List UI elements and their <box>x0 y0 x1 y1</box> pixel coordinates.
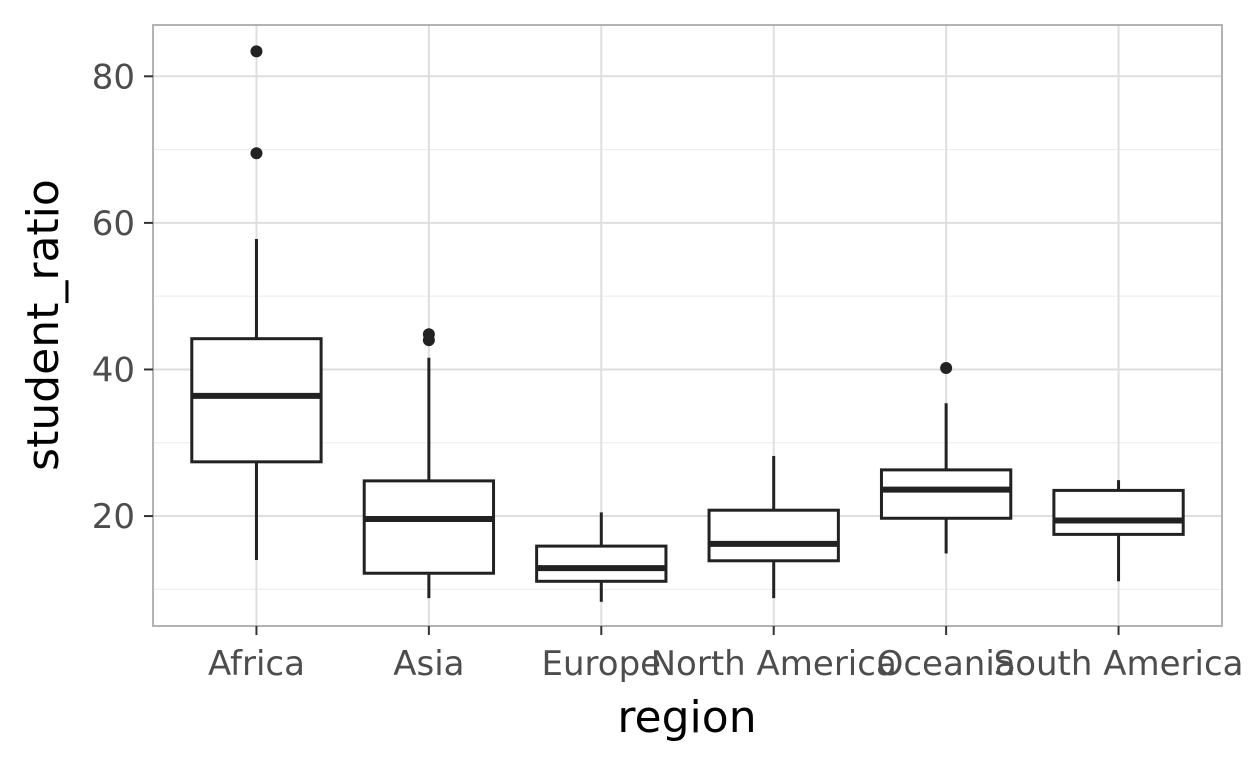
x-tick-label: Europe <box>542 644 662 684</box>
box-europe <box>535 512 668 602</box>
y-tick-label: 60 <box>92 204 135 244</box>
x-tick-label: Asia <box>393 644 464 684</box>
outlier-point <box>422 328 435 341</box>
box-iqr <box>190 337 323 464</box>
box-iqr <box>362 479 496 575</box>
y-axis-title: student_ratio <box>18 179 69 471</box>
plot-panel-border <box>152 24 1223 627</box>
y-tick-label: 20 <box>92 497 135 537</box>
box-south-america <box>1052 480 1185 582</box>
box-iqr <box>1052 488 1185 536</box>
boxes-layer <box>190 45 1185 602</box>
x-tick-label: Africa <box>208 644 305 684</box>
x-tick-label: Oceania <box>877 644 1016 684</box>
box-iqr <box>879 468 1013 520</box>
y-tick-label: 40 <box>92 350 135 390</box>
outlier-point <box>250 147 263 160</box>
box-asia <box>362 328 496 599</box>
box-oceania <box>879 362 1013 554</box>
y-tick-label: 80 <box>92 57 135 97</box>
box-iqr <box>535 544 668 583</box>
x-tick-label: South America <box>994 644 1244 684</box>
x-tick-label: North America <box>651 644 897 684</box>
box-africa <box>190 45 323 561</box>
outlier-point <box>940 362 953 375</box>
x-axis-title: region <box>617 692 756 743</box>
box-north-america <box>707 455 840 599</box>
box-iqr <box>707 508 840 563</box>
outlier-point <box>250 45 263 58</box>
